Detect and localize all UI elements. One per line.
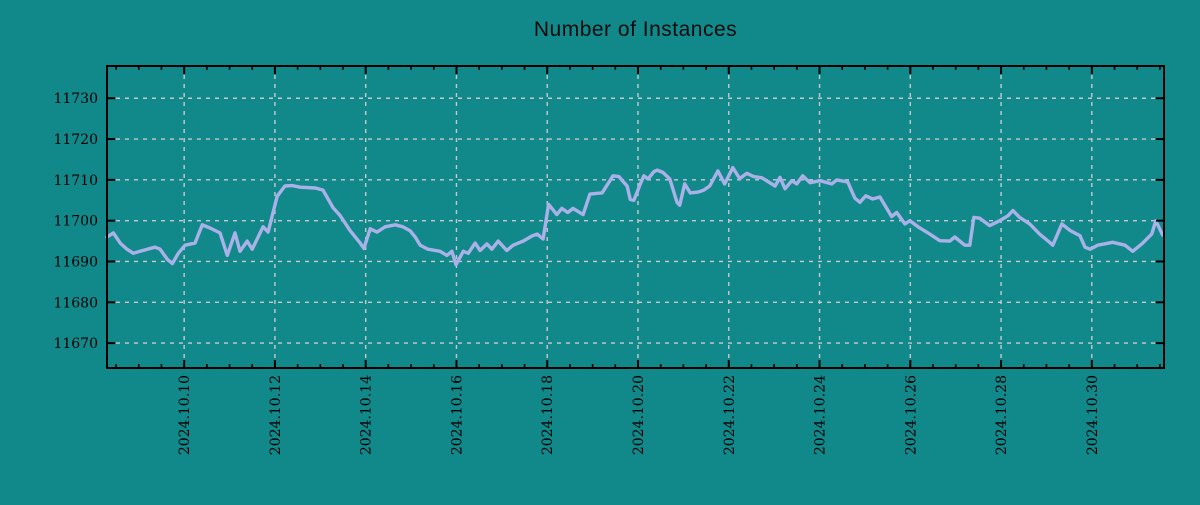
y-tick-label: 11690: [53, 254, 98, 270]
x-tick-label: 2024.10.16: [449, 375, 465, 455]
plot-border: [106, 65, 1165, 369]
x-tick-label: 2024.10.18: [540, 375, 556, 455]
x-tick-label: 2024.10.12: [268, 375, 284, 455]
x-tick-label: 2024.10.20: [631, 375, 647, 455]
x-tick-label: 2024.10.14: [359, 375, 375, 455]
y-tick-label: 11720: [53, 132, 98, 148]
y-tick-label: 11670: [53, 336, 98, 352]
x-tick-label: 2024.10.22: [722, 375, 738, 455]
x-tick-label: 2024.10.24: [813, 375, 829, 455]
x-tick-label: 2024.10.10: [177, 375, 193, 455]
y-tick-label: 11700: [53, 214, 98, 230]
series-line-instances: [105, 165, 1165, 267]
axis-labels: 2024.10.10 2024.10.12 2024.10.14 2024.10.16…: [53, 91, 1100, 455]
y-tick-label: 11710: [53, 173, 98, 189]
y-tick-label: 11680: [53, 295, 98, 311]
plot-frame: [106, 65, 1165, 369]
series-lines: [105, 165, 1165, 267]
chart-title: Number of Instances: [533, 18, 738, 41]
x-tick-label: 2024.10.26: [903, 375, 919, 455]
y-tick-label: 11730: [53, 91, 98, 107]
x-tick-label: 2024.10.30: [1085, 375, 1101, 455]
x-tick-label: 2024.10.28: [994, 375, 1010, 455]
axis-ticks: [107, 66, 1164, 368]
